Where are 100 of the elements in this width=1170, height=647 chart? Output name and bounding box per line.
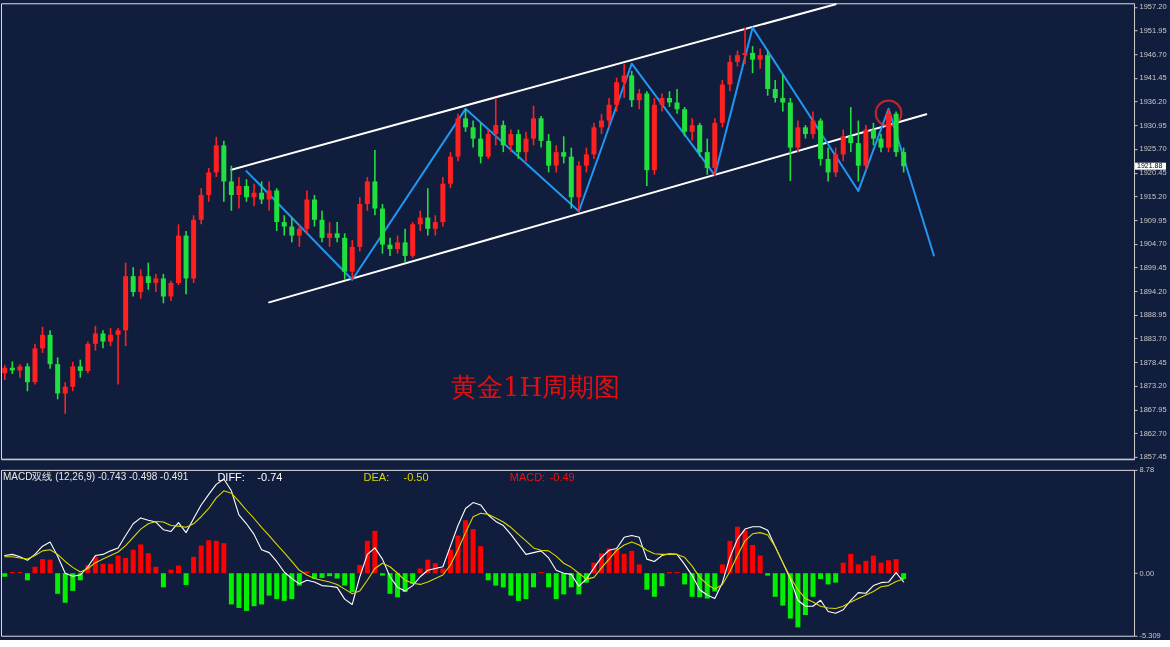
candlestick [115, 327, 121, 386]
bar [795, 573, 801, 628]
bar [825, 573, 831, 585]
candlestick [583, 146, 589, 174]
bar [682, 573, 688, 585]
candlestick [100, 329, 106, 350]
candlestick [689, 117, 695, 142]
series-label: DIFF: [217, 470, 245, 483]
candlestick [160, 273, 166, 305]
bar [531, 573, 537, 588]
bar [870, 555, 876, 574]
candlestick [901, 146, 907, 174]
candlestick [614, 76, 620, 113]
bar [160, 573, 166, 588]
bar [719, 564, 725, 574]
candlestick [878, 133, 884, 153]
bar [62, 573, 68, 603]
bar [840, 562, 846, 574]
bar [463, 520, 469, 574]
candlestick [364, 176, 370, 212]
candlestick [704, 137, 710, 176]
bar [651, 573, 657, 597]
candlestick [500, 119, 506, 153]
bar [176, 565, 182, 574]
bar [772, 573, 778, 597]
candlestick [92, 325, 98, 352]
candlestick [130, 266, 136, 298]
candlestick [561, 135, 567, 165]
candlestick [470, 119, 476, 149]
bar [765, 573, 771, 576]
candlestick [70, 361, 76, 393]
candlestick [795, 119, 801, 153]
bar [221, 543, 227, 574]
bar [515, 573, 521, 601]
candlestick [810, 110, 816, 140]
line-series [245, 26, 935, 281]
candlestick [153, 273, 159, 293]
candlestick [606, 97, 612, 129]
bar [228, 573, 234, 605]
bar [47, 559, 53, 574]
candlestick [228, 164, 234, 212]
bar [523, 573, 529, 600]
bar [780, 573, 786, 606]
text: DEA: [363, 470, 390, 483]
candlestick [523, 131, 529, 162]
bar [893, 559, 899, 574]
candlestick [138, 268, 144, 300]
bar [500, 573, 506, 588]
bar [70, 573, 76, 591]
bar [2, 573, 8, 577]
bar [130, 549, 136, 574]
bar [470, 529, 476, 574]
bar [379, 573, 385, 576]
bar [750, 544, 756, 574]
candlestick [395, 234, 401, 255]
bar [40, 559, 46, 574]
candlestick [17, 363, 23, 379]
bar [334, 573, 340, 579]
candlestick [206, 167, 212, 203]
bar [621, 553, 627, 574]
bar [138, 544, 144, 574]
bar [561, 573, 567, 595]
annotation: -0.74 [257, 470, 283, 483]
candlestick [296, 223, 302, 248]
bar [206, 540, 212, 574]
bar [659, 573, 665, 587]
candlestick [425, 187, 431, 237]
bar [213, 540, 219, 574]
bar [478, 546, 484, 574]
bar [251, 573, 257, 607]
candlestick [750, 45, 756, 74]
candlestick [538, 115, 544, 149]
candlestick [77, 358, 83, 379]
candlestick [840, 128, 846, 162]
candlestick [848, 106, 854, 153]
candlestick [531, 104, 537, 147]
candlestick [553, 144, 559, 174]
bar [878, 562, 884, 574]
annotation: -0.49 [549, 470, 575, 483]
candlestick [108, 327, 114, 347]
bar [24, 573, 30, 581]
bar [281, 573, 287, 601]
bar [349, 573, 355, 593]
candlestick [402, 228, 408, 264]
candlestick [727, 54, 733, 93]
candlestick [289, 216, 295, 244]
candlestick [281, 214, 287, 237]
bar [689, 573, 695, 597]
chart-title: MACD双线 (12,26,9) -0.743 -0.498 -0.491 [3, 470, 189, 482]
text: MACD: [509, 470, 546, 483]
candlestick [485, 128, 491, 160]
annotation: -0.50 [403, 470, 429, 483]
candlestick [24, 362, 30, 393]
candlestick [825, 146, 831, 183]
candlestick [659, 92, 665, 113]
candlestick [508, 128, 514, 153]
candlestick [311, 194, 317, 228]
bar [886, 560, 892, 574]
candlestick [780, 73, 786, 113]
bar [493, 573, 499, 586]
